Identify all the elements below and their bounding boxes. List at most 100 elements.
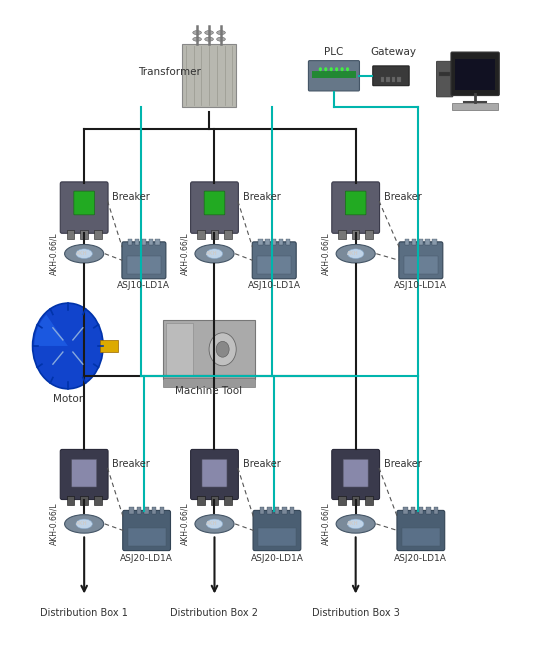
Ellipse shape (205, 37, 213, 41)
FancyBboxPatch shape (397, 510, 445, 551)
FancyBboxPatch shape (182, 44, 236, 107)
Ellipse shape (206, 249, 223, 258)
FancyBboxPatch shape (204, 191, 225, 215)
Text: Distribution Box 2: Distribution Box 2 (171, 608, 258, 618)
Bar (163, 378, 255, 387)
Circle shape (340, 67, 344, 71)
Circle shape (324, 67, 327, 71)
Bar (352, 230, 359, 239)
Bar (432, 239, 437, 245)
Bar (260, 507, 264, 514)
Text: Motor: Motor (53, 394, 83, 404)
Bar (128, 239, 132, 245)
Circle shape (33, 303, 103, 389)
Ellipse shape (195, 244, 234, 263)
Ellipse shape (65, 244, 104, 263)
Bar (405, 239, 409, 245)
FancyBboxPatch shape (332, 449, 380, 500)
FancyBboxPatch shape (74, 191, 94, 215)
Bar (128, 528, 166, 546)
Bar (267, 507, 272, 514)
FancyBboxPatch shape (399, 242, 443, 279)
Text: Gateway: Gateway (371, 47, 416, 57)
Bar (381, 77, 384, 82)
Text: Transformer: Transformer (138, 67, 201, 78)
Bar (160, 507, 164, 514)
Text: ASJ10-LD1A: ASJ10-LD1A (117, 281, 171, 290)
Bar (279, 239, 283, 245)
Circle shape (346, 67, 349, 71)
Bar (419, 507, 423, 514)
Text: AKH: AKH (347, 251, 359, 256)
Bar (129, 507, 134, 514)
Text: Breaker: Breaker (243, 459, 281, 469)
Bar (290, 507, 294, 514)
Bar (144, 507, 149, 514)
Bar (211, 496, 218, 505)
Bar (265, 239, 269, 245)
Text: ASJ20-LD1A: ASJ20-LD1A (394, 554, 447, 563)
Ellipse shape (193, 30, 201, 34)
FancyBboxPatch shape (437, 61, 453, 97)
Bar (404, 256, 438, 274)
Circle shape (335, 67, 338, 71)
Ellipse shape (206, 519, 223, 529)
Bar (142, 239, 146, 245)
FancyBboxPatch shape (202, 459, 227, 487)
Text: Machine Tool: Machine Tool (175, 386, 243, 396)
FancyBboxPatch shape (252, 242, 296, 279)
Bar (419, 239, 423, 245)
FancyBboxPatch shape (122, 242, 166, 279)
Bar (258, 239, 263, 245)
Circle shape (330, 67, 333, 71)
Text: AKH-0.66/L: AKH-0.66/L (180, 233, 189, 275)
FancyBboxPatch shape (72, 459, 97, 487)
FancyBboxPatch shape (372, 66, 409, 86)
Ellipse shape (336, 515, 375, 533)
Text: AKH: AKH (75, 521, 87, 527)
Bar (338, 496, 346, 505)
Ellipse shape (193, 37, 201, 41)
Wedge shape (34, 315, 68, 346)
Text: ASJ20-LD1A: ASJ20-LD1A (250, 554, 304, 563)
Bar (137, 507, 141, 514)
Bar (403, 507, 408, 514)
Ellipse shape (195, 515, 234, 533)
Bar (152, 507, 156, 514)
Bar (286, 239, 290, 245)
Ellipse shape (205, 30, 213, 34)
Text: AKH-0.66/L: AKH-0.66/L (50, 503, 59, 545)
FancyBboxPatch shape (253, 510, 301, 551)
Text: AKH-0.66/L: AKH-0.66/L (321, 233, 330, 275)
FancyBboxPatch shape (123, 510, 171, 551)
FancyBboxPatch shape (163, 320, 255, 379)
Text: Breaker: Breaker (112, 459, 150, 469)
Ellipse shape (348, 249, 364, 258)
Bar (365, 230, 373, 239)
Text: AKH: AKH (75, 251, 87, 256)
Bar (455, 59, 495, 90)
Ellipse shape (65, 515, 104, 533)
Ellipse shape (336, 244, 375, 263)
FancyBboxPatch shape (451, 52, 500, 96)
Ellipse shape (76, 249, 92, 258)
Bar (197, 496, 205, 505)
Ellipse shape (348, 519, 364, 529)
Bar (352, 496, 359, 505)
Text: AKH: AKH (206, 251, 218, 256)
Bar (392, 77, 395, 82)
Bar (439, 72, 450, 76)
Text: AKH-0.66/L: AKH-0.66/L (321, 503, 330, 545)
Text: AKH: AKH (206, 521, 218, 527)
Bar (338, 230, 346, 239)
Ellipse shape (217, 37, 225, 41)
Bar (80, 230, 88, 239)
Bar (452, 103, 498, 110)
Ellipse shape (76, 519, 92, 529)
Bar (411, 507, 415, 514)
FancyBboxPatch shape (191, 182, 238, 233)
Bar (282, 507, 287, 514)
FancyBboxPatch shape (332, 182, 380, 233)
FancyBboxPatch shape (345, 191, 366, 215)
Bar (434, 507, 438, 514)
